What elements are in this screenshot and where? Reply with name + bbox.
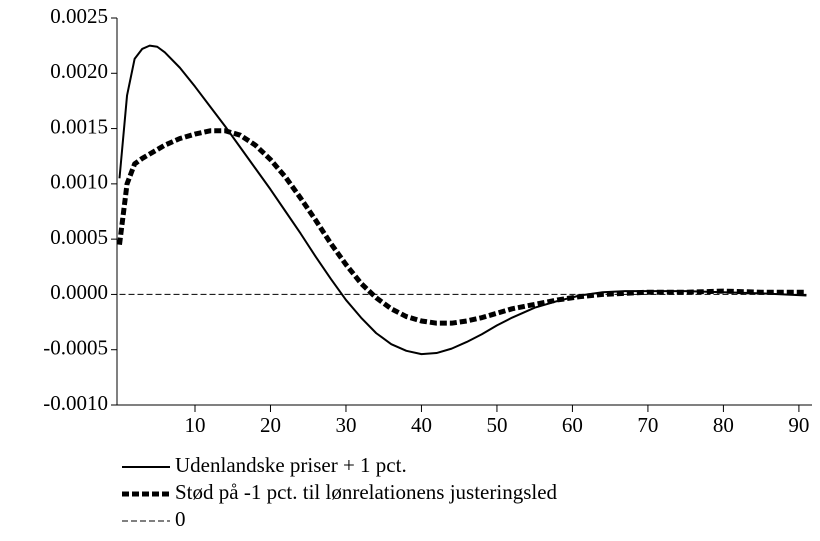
y-tick-label: 0.0005 bbox=[50, 225, 108, 249]
x-tick-label: 20 bbox=[260, 413, 281, 437]
legend-label: Stød på -1 pct. til lønrelationens juste… bbox=[175, 480, 558, 504]
y-tick-label: 0.0015 bbox=[50, 114, 108, 138]
x-tick-label: 50 bbox=[486, 413, 507, 437]
y-tick-label: -0.0005 bbox=[43, 336, 108, 360]
x-tick-label: 10 bbox=[184, 413, 205, 437]
series-line bbox=[117, 128, 807, 326]
x-tick-label: 70 bbox=[637, 413, 658, 437]
y-tick-label: 0.0000 bbox=[50, 280, 108, 304]
x-tick-label: 90 bbox=[788, 413, 809, 437]
y-tick-label: -0.0010 bbox=[43, 391, 108, 415]
y-tick-label: 0.0010 bbox=[50, 170, 108, 194]
y-tick-label: 0.0020 bbox=[50, 59, 108, 83]
series-line bbox=[118, 44, 807, 356]
legend-label: 0 bbox=[175, 507, 186, 531]
x-tick-label: 30 bbox=[335, 413, 356, 437]
legend-label: Udenlandske priser + 1 pct. bbox=[175, 453, 407, 477]
x-tick-label: 60 bbox=[562, 413, 583, 437]
x-tick-label: 40 bbox=[411, 413, 432, 437]
x-tick-label: 80 bbox=[713, 413, 734, 437]
y-tick-label: 0.0025 bbox=[50, 4, 108, 28]
